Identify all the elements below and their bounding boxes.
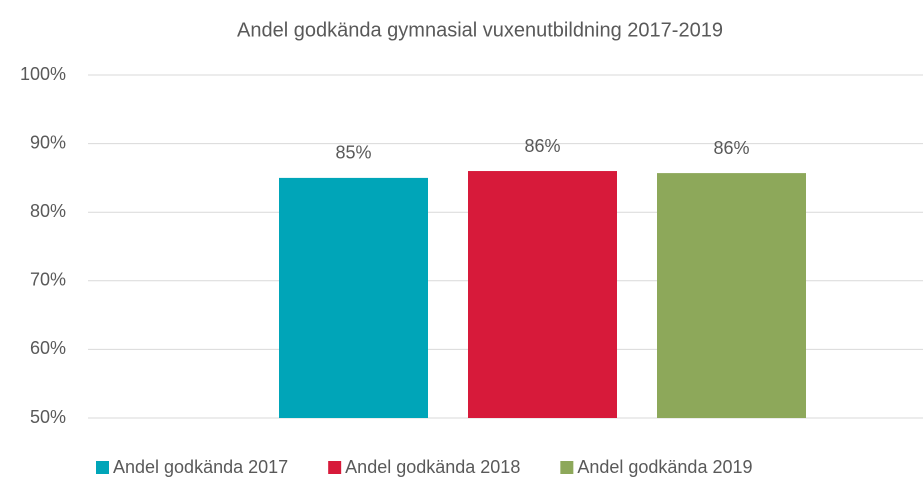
bar <box>468 171 617 418</box>
y-tick-label: 60% <box>30 338 66 358</box>
legend-swatch <box>560 461 574 474</box>
y-tick-label: 70% <box>30 270 66 290</box>
value-label: 85% <box>335 143 371 163</box>
y-tick-label: 80% <box>30 201 66 221</box>
y-tick-label: 50% <box>30 407 66 427</box>
legend-label: Andel godkända 2017 <box>113 457 288 477</box>
y-tick-label: 100% <box>20 64 66 84</box>
bar <box>657 173 806 418</box>
legend-label: Andel godkända 2018 <box>345 457 520 477</box>
legend-label: Andel godkända 2019 <box>577 457 752 477</box>
value-label: 86% <box>713 138 749 158</box>
legend-swatch <box>96 461 109 474</box>
value-label: 86% <box>524 136 560 156</box>
legend-swatch <box>328 461 342 474</box>
bar <box>279 177 428 418</box>
chart-title: Andel godkända gymnasial vuxenutbildning… <box>237 19 723 41</box>
y-tick-label: 90% <box>30 132 66 152</box>
